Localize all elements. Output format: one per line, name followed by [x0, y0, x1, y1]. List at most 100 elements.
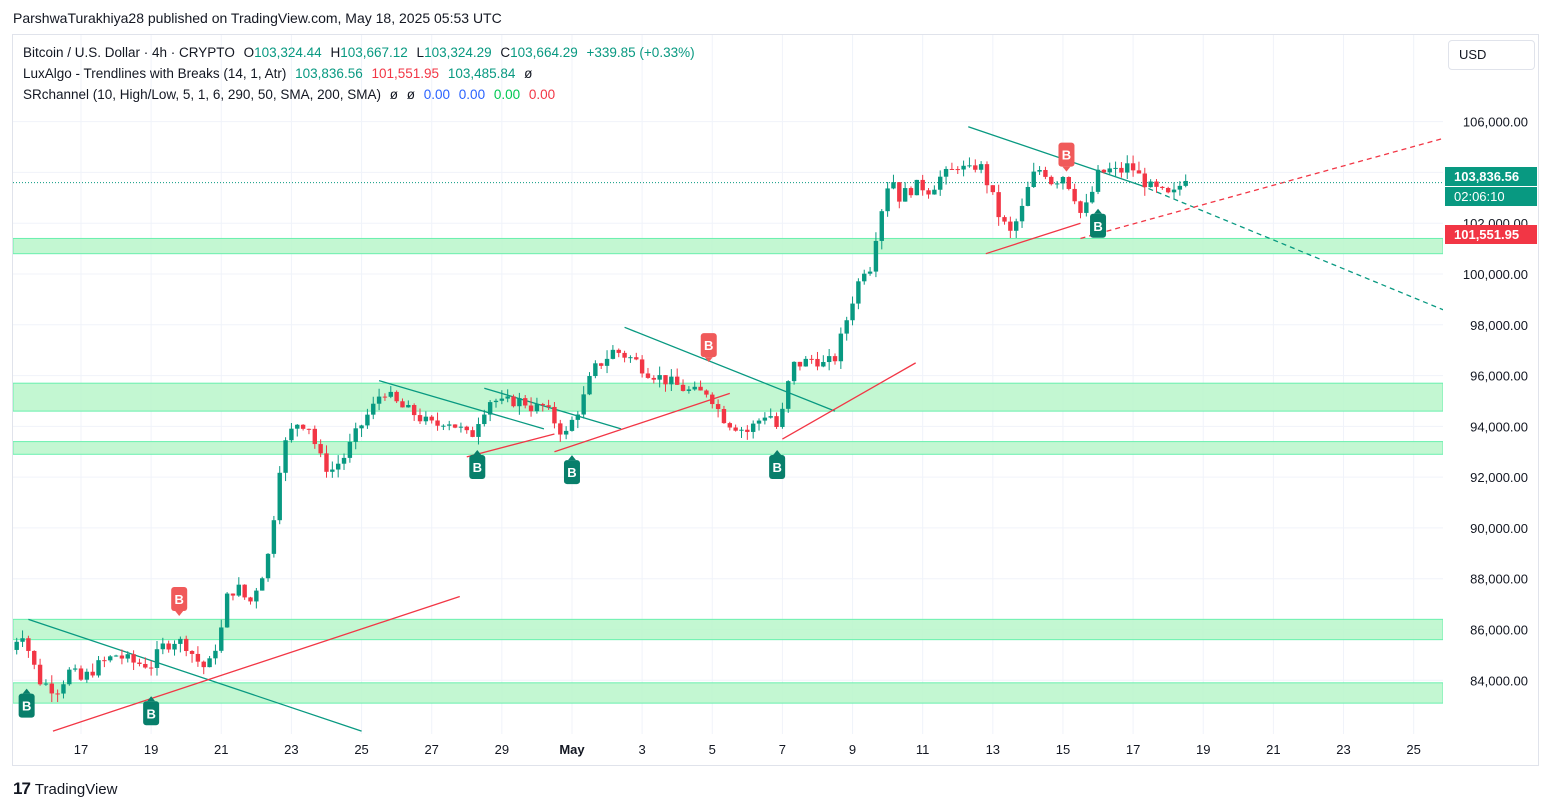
tradingview-logo[interactable]: 17 TradingView	[13, 779, 117, 799]
symbol-name[interactable]: Bitcoin / U.S. Dollar · 4h · CRYPTO	[23, 45, 235, 60]
candle-body	[610, 349, 616, 359]
indicator-srchannel-value-3: 0.00	[423, 87, 451, 102]
indicator-srchannel-name[interactable]: SRchannel (10, High/Low, 5, 1, 6, 290, 5…	[23, 87, 381, 102]
candle-body	[452, 424, 458, 428]
candle-body	[108, 656, 113, 661]
currency-button[interactable]: USD	[1448, 40, 1535, 70]
x-tick-label: 25	[354, 742, 368, 757]
bearish-break-label: B	[700, 333, 717, 363]
legend-symbol-row[interactable]: Bitcoin / U.S. Dollar · 4h · CRYPTO O103…	[23, 45, 700, 60]
candle-body	[254, 590, 259, 602]
candle-body	[371, 403, 376, 415]
candle-body	[540, 404, 545, 406]
candle-body	[400, 401, 405, 408]
candle-body	[616, 349, 621, 353]
x-tick-label: 5	[709, 742, 716, 757]
candle-body	[721, 409, 727, 424]
legend-indicator-srchannel[interactable]: SRchannel (10, High/Low, 5, 1, 6, 290, 5…	[23, 87, 560, 102]
candle-body	[324, 453, 329, 472]
x-tick-label: 23	[284, 742, 298, 757]
break-label-text: B	[473, 460, 482, 475]
break-label-text: B	[704, 338, 713, 353]
ohlc-open-value: 103,324.44	[254, 45, 322, 60]
indicator-trendlines-value-4: ø	[524, 66, 533, 81]
candle-body	[797, 361, 803, 367]
candle-body	[55, 693, 60, 695]
bearish-break-label: B	[1058, 142, 1075, 172]
candle-body	[786, 381, 791, 409]
break-label-box	[769, 454, 786, 479]
candle-body	[1043, 169, 1048, 177]
candle-body	[14, 641, 19, 650]
x-tick-label: 27	[424, 742, 438, 757]
candle-body	[482, 414, 487, 425]
candle-body	[815, 358, 820, 367]
candle-body	[534, 404, 540, 412]
publisher-caption: ParshwaTurakhiya28 published on TradingV…	[13, 10, 502, 26]
ohlc-low-value: 103,324.29	[424, 45, 492, 60]
candle-body	[1154, 181, 1159, 187]
tradingview-brand: TradingView	[34, 780, 118, 798]
candle-body	[774, 416, 779, 427]
candle-body	[867, 271, 873, 274]
candle-body	[242, 584, 247, 598]
candle-body	[201, 661, 206, 668]
candle-body	[850, 303, 855, 321]
candle-body	[634, 357, 639, 360]
candle-body	[622, 352, 627, 358]
candle-body	[599, 363, 604, 366]
support-trendline	[554, 392, 731, 453]
legend-indicator-trendlines[interactable]: LuxAlgo - Trendlines with Breaks (14, 1,…	[23, 66, 537, 81]
candle-body	[756, 420, 762, 424]
candle-body	[984, 164, 990, 186]
x-tick-label: 7	[779, 742, 786, 757]
break-label-text: B	[1093, 219, 1102, 234]
break-label-pointer	[22, 688, 31, 694]
candle-body	[429, 416, 434, 421]
candle-body	[493, 400, 499, 403]
candle-body	[32, 650, 37, 665]
bullish-break-label: B	[18, 688, 35, 718]
candle-body	[359, 425, 364, 429]
break-label-box	[143, 701, 160, 726]
indicator-trendlines-name[interactable]: LuxAlgo - Trendlines with Breaks (14, 1,…	[23, 66, 287, 81]
candle-body	[639, 359, 645, 374]
candle-body	[745, 429, 750, 432]
y-tick-label: 90,000.00	[1470, 521, 1528, 536]
break-label-pointer	[567, 455, 576, 461]
candle-body	[838, 333, 844, 362]
candle-body	[365, 414, 370, 426]
candle-body	[219, 627, 224, 651]
candle-body	[552, 406, 557, 424]
candle-body	[61, 684, 66, 694]
candle-body	[680, 384, 686, 391]
support-trendline	[985, 222, 1081, 255]
candle-body	[1119, 167, 1124, 173]
candle-body	[628, 357, 633, 359]
sr-zone	[13, 682, 1443, 704]
candle-body	[90, 671, 95, 676]
candle-body	[195, 653, 201, 662]
candle-body	[353, 428, 358, 442]
candle-body	[1084, 202, 1089, 213]
chart-frame[interactable]	[12, 34, 1539, 766]
ohlc-low-label: L	[416, 45, 425, 60]
candle-body	[1019, 205, 1025, 222]
candle-body	[1177, 185, 1183, 190]
x-tick-label: 9	[849, 742, 856, 757]
break-label-text: B	[567, 465, 576, 480]
candle-body	[926, 190, 931, 195]
sr-zone	[13, 237, 1443, 255]
candle-body	[335, 463, 341, 470]
candle-body	[1107, 168, 1112, 173]
candle-body	[575, 414, 581, 420]
y-tick-label: 88,000.00	[1470, 572, 1528, 587]
candle-body	[973, 165, 978, 170]
candle-body	[1072, 188, 1077, 202]
break-label-text: B	[772, 460, 781, 475]
candle-body	[1014, 221, 1019, 231]
candle-body	[406, 405, 411, 408]
bearish-break-label: B	[171, 587, 188, 617]
candle-body	[674, 376, 680, 385]
